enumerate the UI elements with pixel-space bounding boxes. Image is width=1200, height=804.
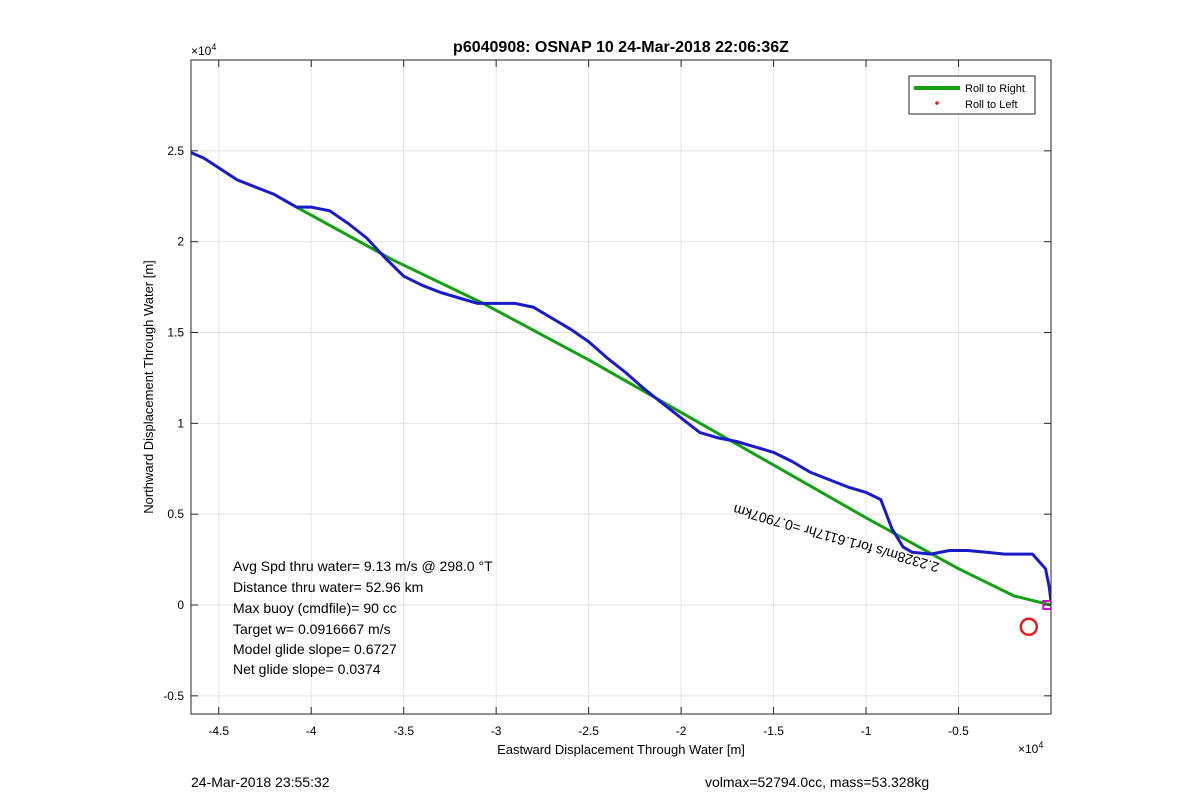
y-exponent-base: ×10 [191,44,212,58]
x-tick-label: -2.5 [578,724,599,738]
end-square-marker [1042,600,1051,610]
y-tick-label: 0 [177,598,184,612]
axis-ticks: -4.5 -4 -3.5 -3 -2.5 -2 -1.5 -1 -0.5 -0.5 0 0.5 1 1.5… [163,60,1051,738]
grid [191,60,1051,714]
stat-target-w: Target w= 0.0916667 m/s [233,621,391,637]
segment-annotation-label: 2.2328m/s for1.6117hr =0.7907km [731,502,941,576]
legend-roll-left-label: Roll to Left [965,99,1018,111]
y-tick-label: -0.5 [163,689,184,703]
series-roll-to-right-line [295,205,1051,607]
x-exponent-power: 4 [1038,740,1043,750]
x-tick-label: -4.5 [208,724,229,738]
y-exponent-label: ×104 [191,42,216,58]
y-tick-label: 0.5 [167,507,184,521]
stat-avg-speed: Avg Spd thru water= 9.13 m/s @ 298.0 °T [233,558,493,574]
y-tick-label: 2 [177,235,184,249]
stat-max-buoy: Max buoy (cmdfile)= 90 cc [233,600,397,616]
x-tick-label: -2 [676,724,687,738]
marker-layer [1019,600,1051,637]
y-exponent-power: 4 [211,42,216,52]
x-axis-label: Eastward Displacement Through Water [m] [497,742,745,757]
plot-frame [190,59,1052,715]
x-tick-label: -3 [491,724,502,738]
x-tick-label: -0.5 [948,724,969,738]
series-layer [191,151,1051,607]
x-tick-label: -3.5 [393,724,414,738]
x-tick-label: -4 [306,724,317,738]
x-exponent-base: ×10 [1018,742,1039,756]
y-tick-label: 2.5 [167,144,184,158]
y-tick-label: 1 [177,416,184,430]
legend: Roll to Right Roll to Left [908,75,1036,115]
x-exponent-label: ×104 [1018,740,1043,756]
chart-title: p6040908: OSNAP 10 24-Mar-2018 22:06:36Z [453,39,789,56]
legend-box [908,75,1036,115]
legend-roll-left-swatch [935,101,939,105]
target-circle-marker [1019,617,1039,637]
x-tick-label: -1 [861,724,872,738]
y-axis-label: Northward Displacement Through Water [m] [141,260,156,514]
footer-timestamp: 24-Mar-2018 23:55:32 [191,774,330,790]
stat-distance: Distance thru water= 52.96 km [233,579,424,595]
annotation-layer: 2.2328m/s for1.6117hr =0.7907km [731,502,941,576]
x-tick-label: -1.5 [763,724,784,738]
y-tick-label: 1.5 [167,326,184,340]
series-trajectory-line [191,151,1051,603]
legend-roll-right-label: Roll to Right [965,83,1025,95]
stat-net-glide-slope: Net glide slope= 0.0374 [233,661,381,677]
stat-model-glide-slope: Model glide slope= 0.6727 [233,641,397,657]
footer-vehicle-info: volmax=52794.0cc, mass=53.328kg [705,774,930,790]
